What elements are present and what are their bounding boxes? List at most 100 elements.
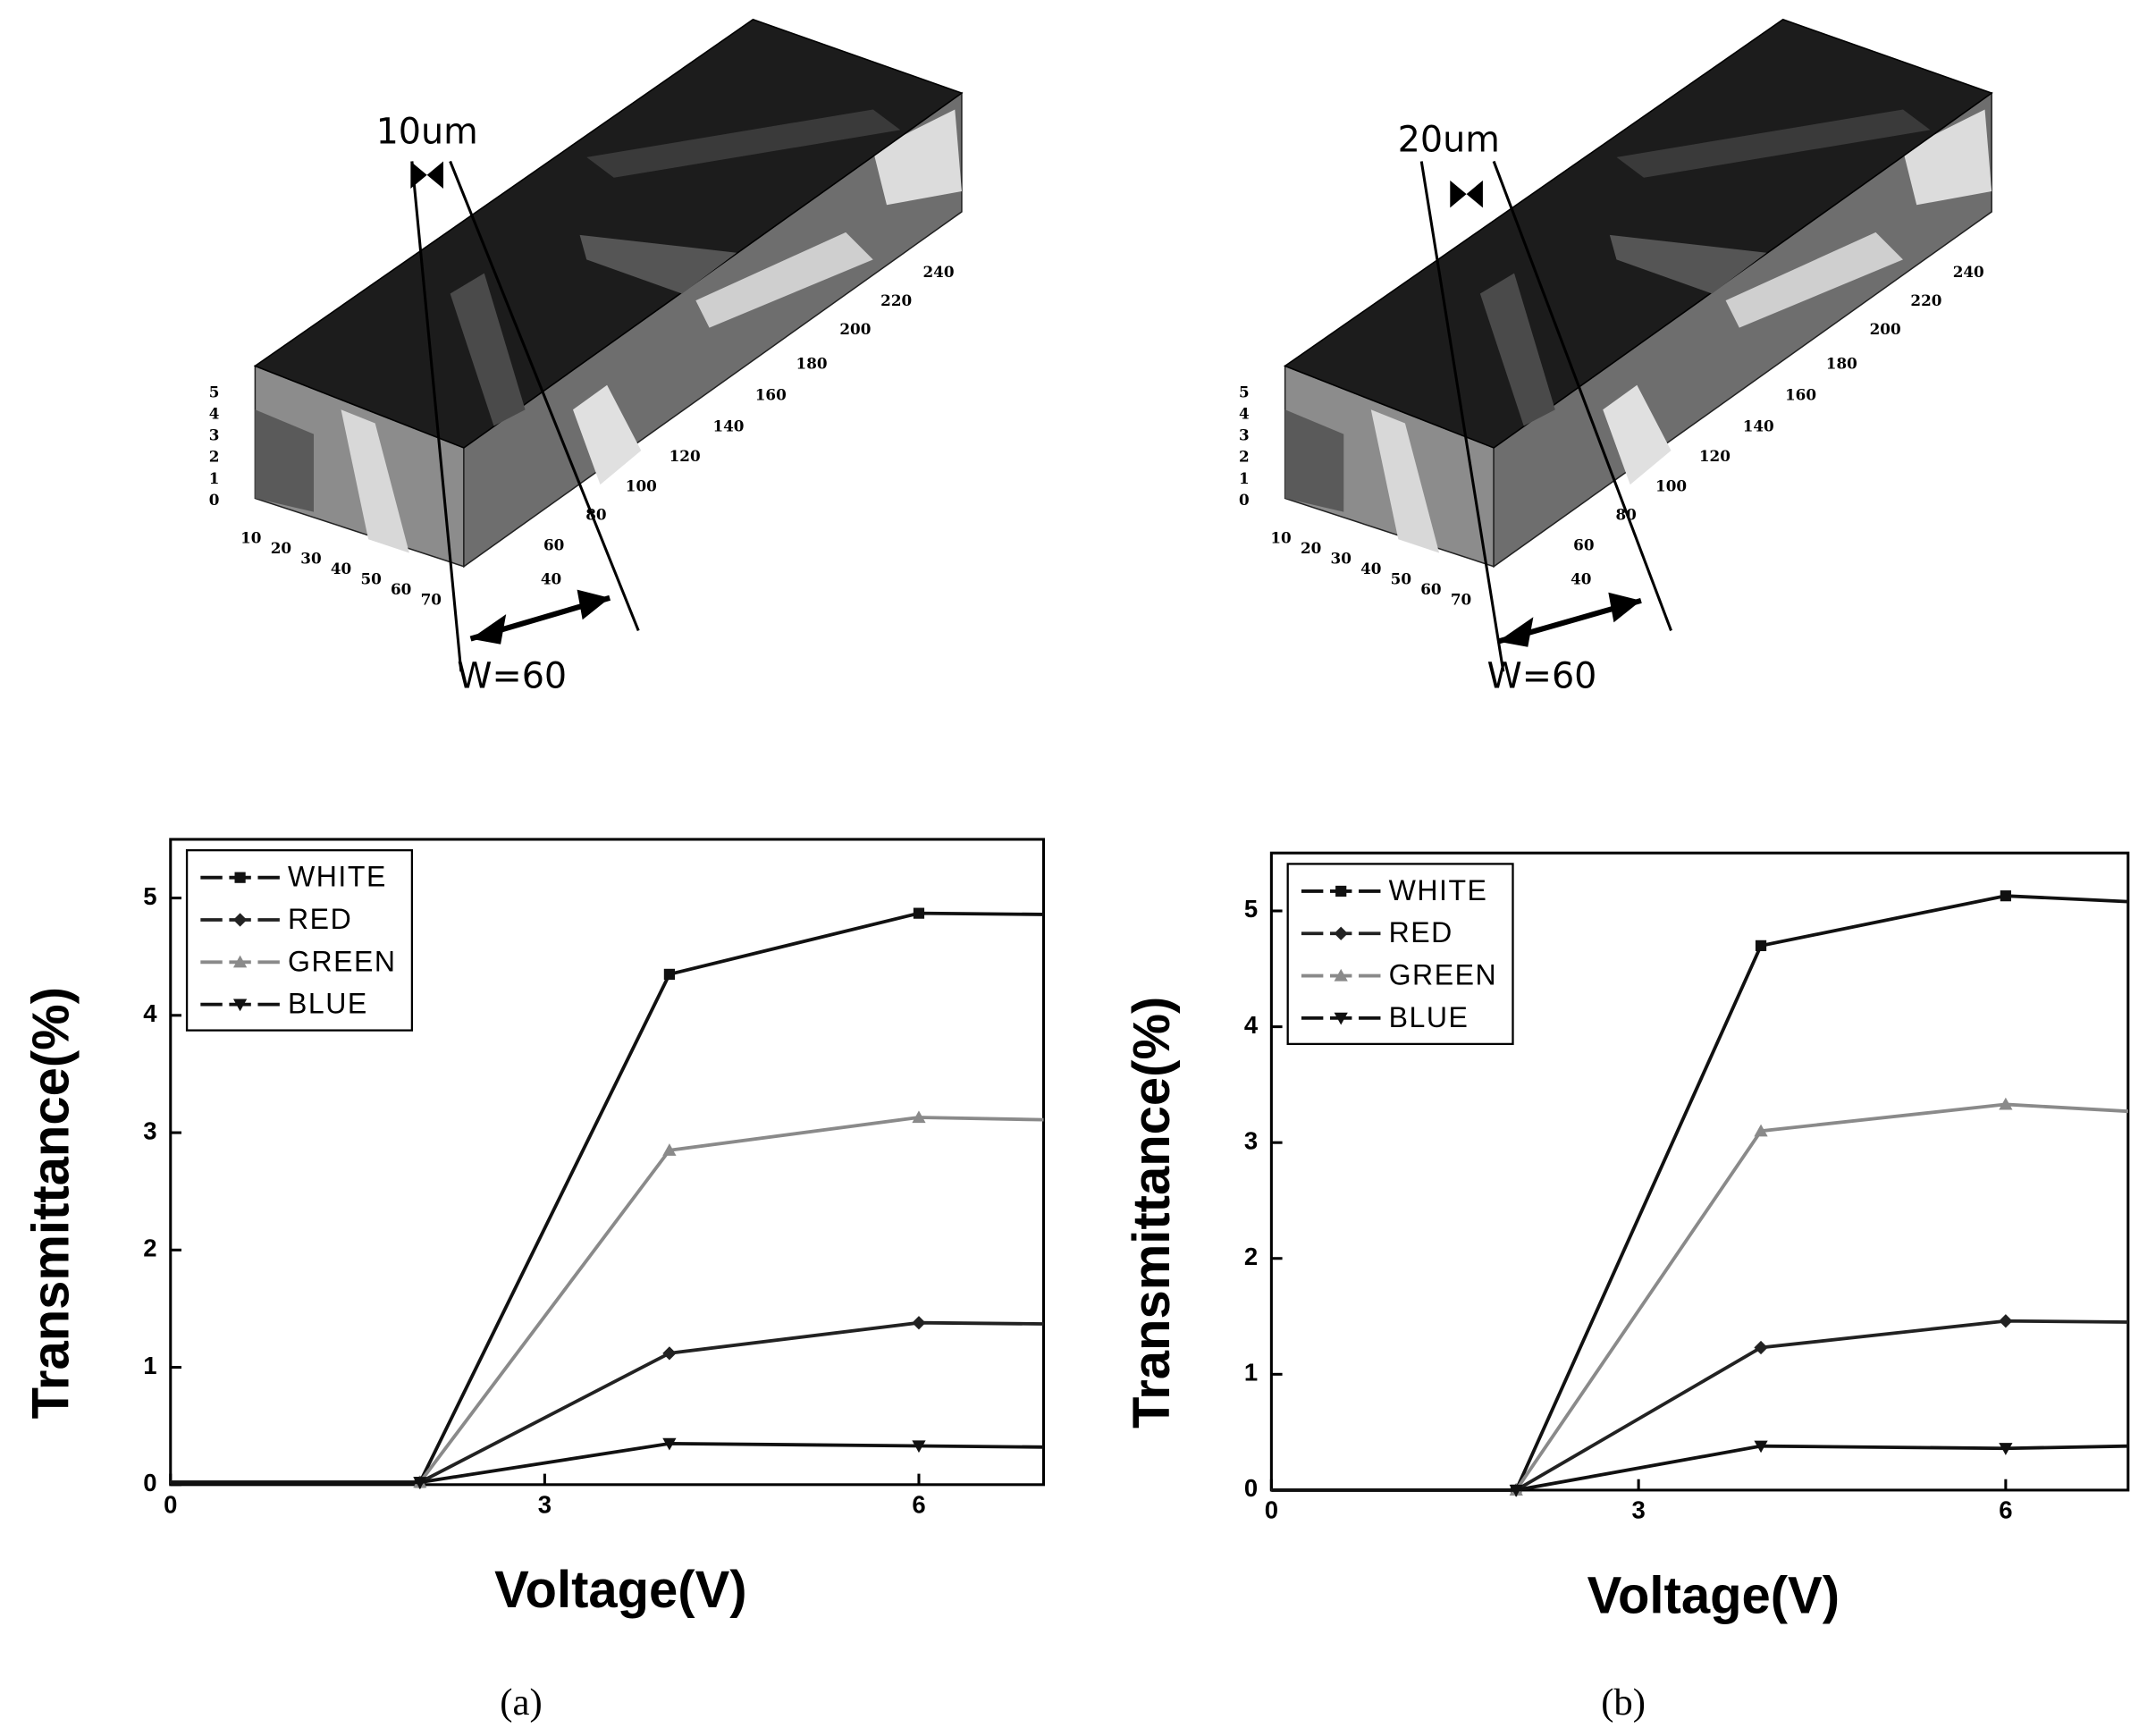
height-tick: 5 — [209, 383, 220, 400]
legend-marker — [1335, 886, 1346, 897]
x-tick-label: 3 — [1631, 1496, 1645, 1524]
data-point — [1756, 940, 1766, 951]
depth-tick: 160 — [755, 385, 787, 403]
width-tick: 70 — [421, 590, 442, 608]
height-tick: 1 — [209, 469, 220, 487]
page: {"renders": [ {"gap_label": "10um", "wid… — [0, 0, 2139, 1736]
depth-tick: 140 — [712, 417, 744, 435]
depth-tick: 60 — [1573, 535, 1594, 553]
height-tick: 4 — [209, 405, 220, 423]
x-tick-label: 0 — [1265, 1496, 1278, 1524]
gap-marker — [1450, 181, 1483, 208]
height-tick: 4 — [1239, 405, 1250, 423]
depth-tick: 160 — [1785, 385, 1816, 403]
legend-label: RED — [1389, 916, 1453, 948]
depth-tick: 100 — [626, 477, 657, 495]
depth-tick: 220 — [1910, 291, 1941, 309]
width-label: W=60 — [1487, 655, 1597, 696]
depth-tick: 200 — [839, 320, 871, 338]
caption: (b) — [1601, 1681, 1646, 1723]
data-point — [662, 1346, 676, 1360]
width-tick: 60 — [1420, 580, 1441, 598]
legend-marker — [234, 872, 245, 883]
arrow-head — [1498, 617, 1534, 647]
arrow-head — [1608, 593, 1641, 623]
depth-tick: 180 — [796, 354, 828, 372]
y-tick-label: 4 — [1244, 1011, 1259, 1039]
y-tick-label: 1 — [1244, 1359, 1258, 1386]
data-point — [1754, 1341, 1767, 1354]
height-tick: 0 — [209, 491, 220, 509]
data-point — [914, 908, 924, 919]
width-tick: 40 — [1360, 560, 1381, 577]
depth-tick: 200 — [1870, 320, 1901, 338]
x-tick-label: 3 — [538, 1490, 552, 1518]
data-point — [2000, 890, 2011, 901]
legend-label: GREEN — [1389, 959, 1498, 991]
height-tick: 2 — [209, 448, 220, 466]
series-line — [1271, 1446, 2127, 1490]
depth-tick: 100 — [1655, 477, 1687, 495]
height-tick: 1 — [1239, 469, 1250, 487]
y-tick-label: 2 — [1244, 1243, 1258, 1270]
x-tick-label: 6 — [1999, 1496, 2012, 1524]
width-tick: 20 — [271, 539, 291, 557]
legend-label: WHITE — [1389, 874, 1488, 906]
y-tick-label: 4 — [143, 999, 157, 1027]
series-line — [171, 1323, 1044, 1482]
x-tick-label: 0 — [164, 1490, 177, 1518]
width-tick: 30 — [300, 550, 321, 568]
depth-tick: 80 — [1615, 506, 1636, 524]
data-point — [1999, 1314, 2012, 1327]
depth-tick: 80 — [585, 506, 606, 524]
gap-label: 10um — [376, 111, 478, 152]
height-tick: 2 — [1239, 448, 1250, 466]
depth-tick: 240 — [922, 263, 954, 281]
x-axis-label: Voltage(V) — [494, 1562, 746, 1619]
legend-label: GREEN — [288, 945, 397, 977]
series-line — [171, 1117, 1044, 1482]
y-tick-label: 0 — [143, 1469, 156, 1496]
depth-tick: 240 — [1953, 263, 1984, 281]
depth-tick: 60 — [543, 535, 564, 553]
x-axis-label: Voltage(V) — [1587, 1567, 1840, 1624]
y-tick-label: 3 — [143, 1117, 156, 1144]
width-tick: 70 — [1451, 590, 1471, 608]
width-tick: 60 — [391, 580, 411, 598]
height-tick: 0 — [1239, 491, 1250, 509]
y-tick-label: 3 — [1244, 1126, 1258, 1154]
width-tick: 10 — [1270, 529, 1291, 547]
data-point — [912, 1316, 925, 1329]
y-tick-label: 2 — [143, 1235, 156, 1262]
series-line — [171, 1444, 1044, 1482]
height-tick: 3 — [1239, 426, 1250, 444]
width-tick: 30 — [1331, 550, 1352, 568]
depth-tick: 220 — [880, 291, 912, 309]
y-tick-label: 0 — [1244, 1474, 1258, 1502]
y-tick-label: 5 — [1244, 895, 1258, 923]
render: 10umW=6054321010203040506070406080100120… — [209, 20, 962, 697]
legend-label: WHITE — [288, 861, 387, 893]
render: 20umW=6054321010203040506070406080100120… — [1239, 20, 1992, 697]
series-line — [1271, 1321, 2127, 1490]
width-tick: 20 — [1301, 539, 1321, 557]
width-label: W=60 — [457, 655, 567, 696]
legend-label: RED — [288, 903, 352, 935]
chart: 012345036Voltage(V)Transmittance(%)WHITE… — [22, 839, 1043, 1619]
height-tick: 5 — [1239, 383, 1250, 400]
legend-label: BLUE — [288, 988, 368, 1020]
y-axis-label: Transmittance(%) — [1124, 997, 1181, 1428]
depth-tick: 40 — [1571, 569, 1591, 587]
width-tick: 50 — [1391, 569, 1411, 587]
depth-tick: 40 — [541, 569, 561, 587]
data-point — [664, 969, 675, 980]
arrow-head — [471, 614, 507, 645]
gap-label: 20um — [1398, 120, 1500, 161]
x-tick-label: 6 — [912, 1490, 925, 1518]
depth-tick: 180 — [1826, 354, 1857, 372]
depth-tick: 120 — [669, 447, 701, 465]
arrow-head — [577, 590, 611, 620]
width-tick: 50 — [360, 569, 381, 587]
depth-tick: 140 — [1743, 417, 1774, 435]
width-tick: 40 — [331, 560, 351, 577]
